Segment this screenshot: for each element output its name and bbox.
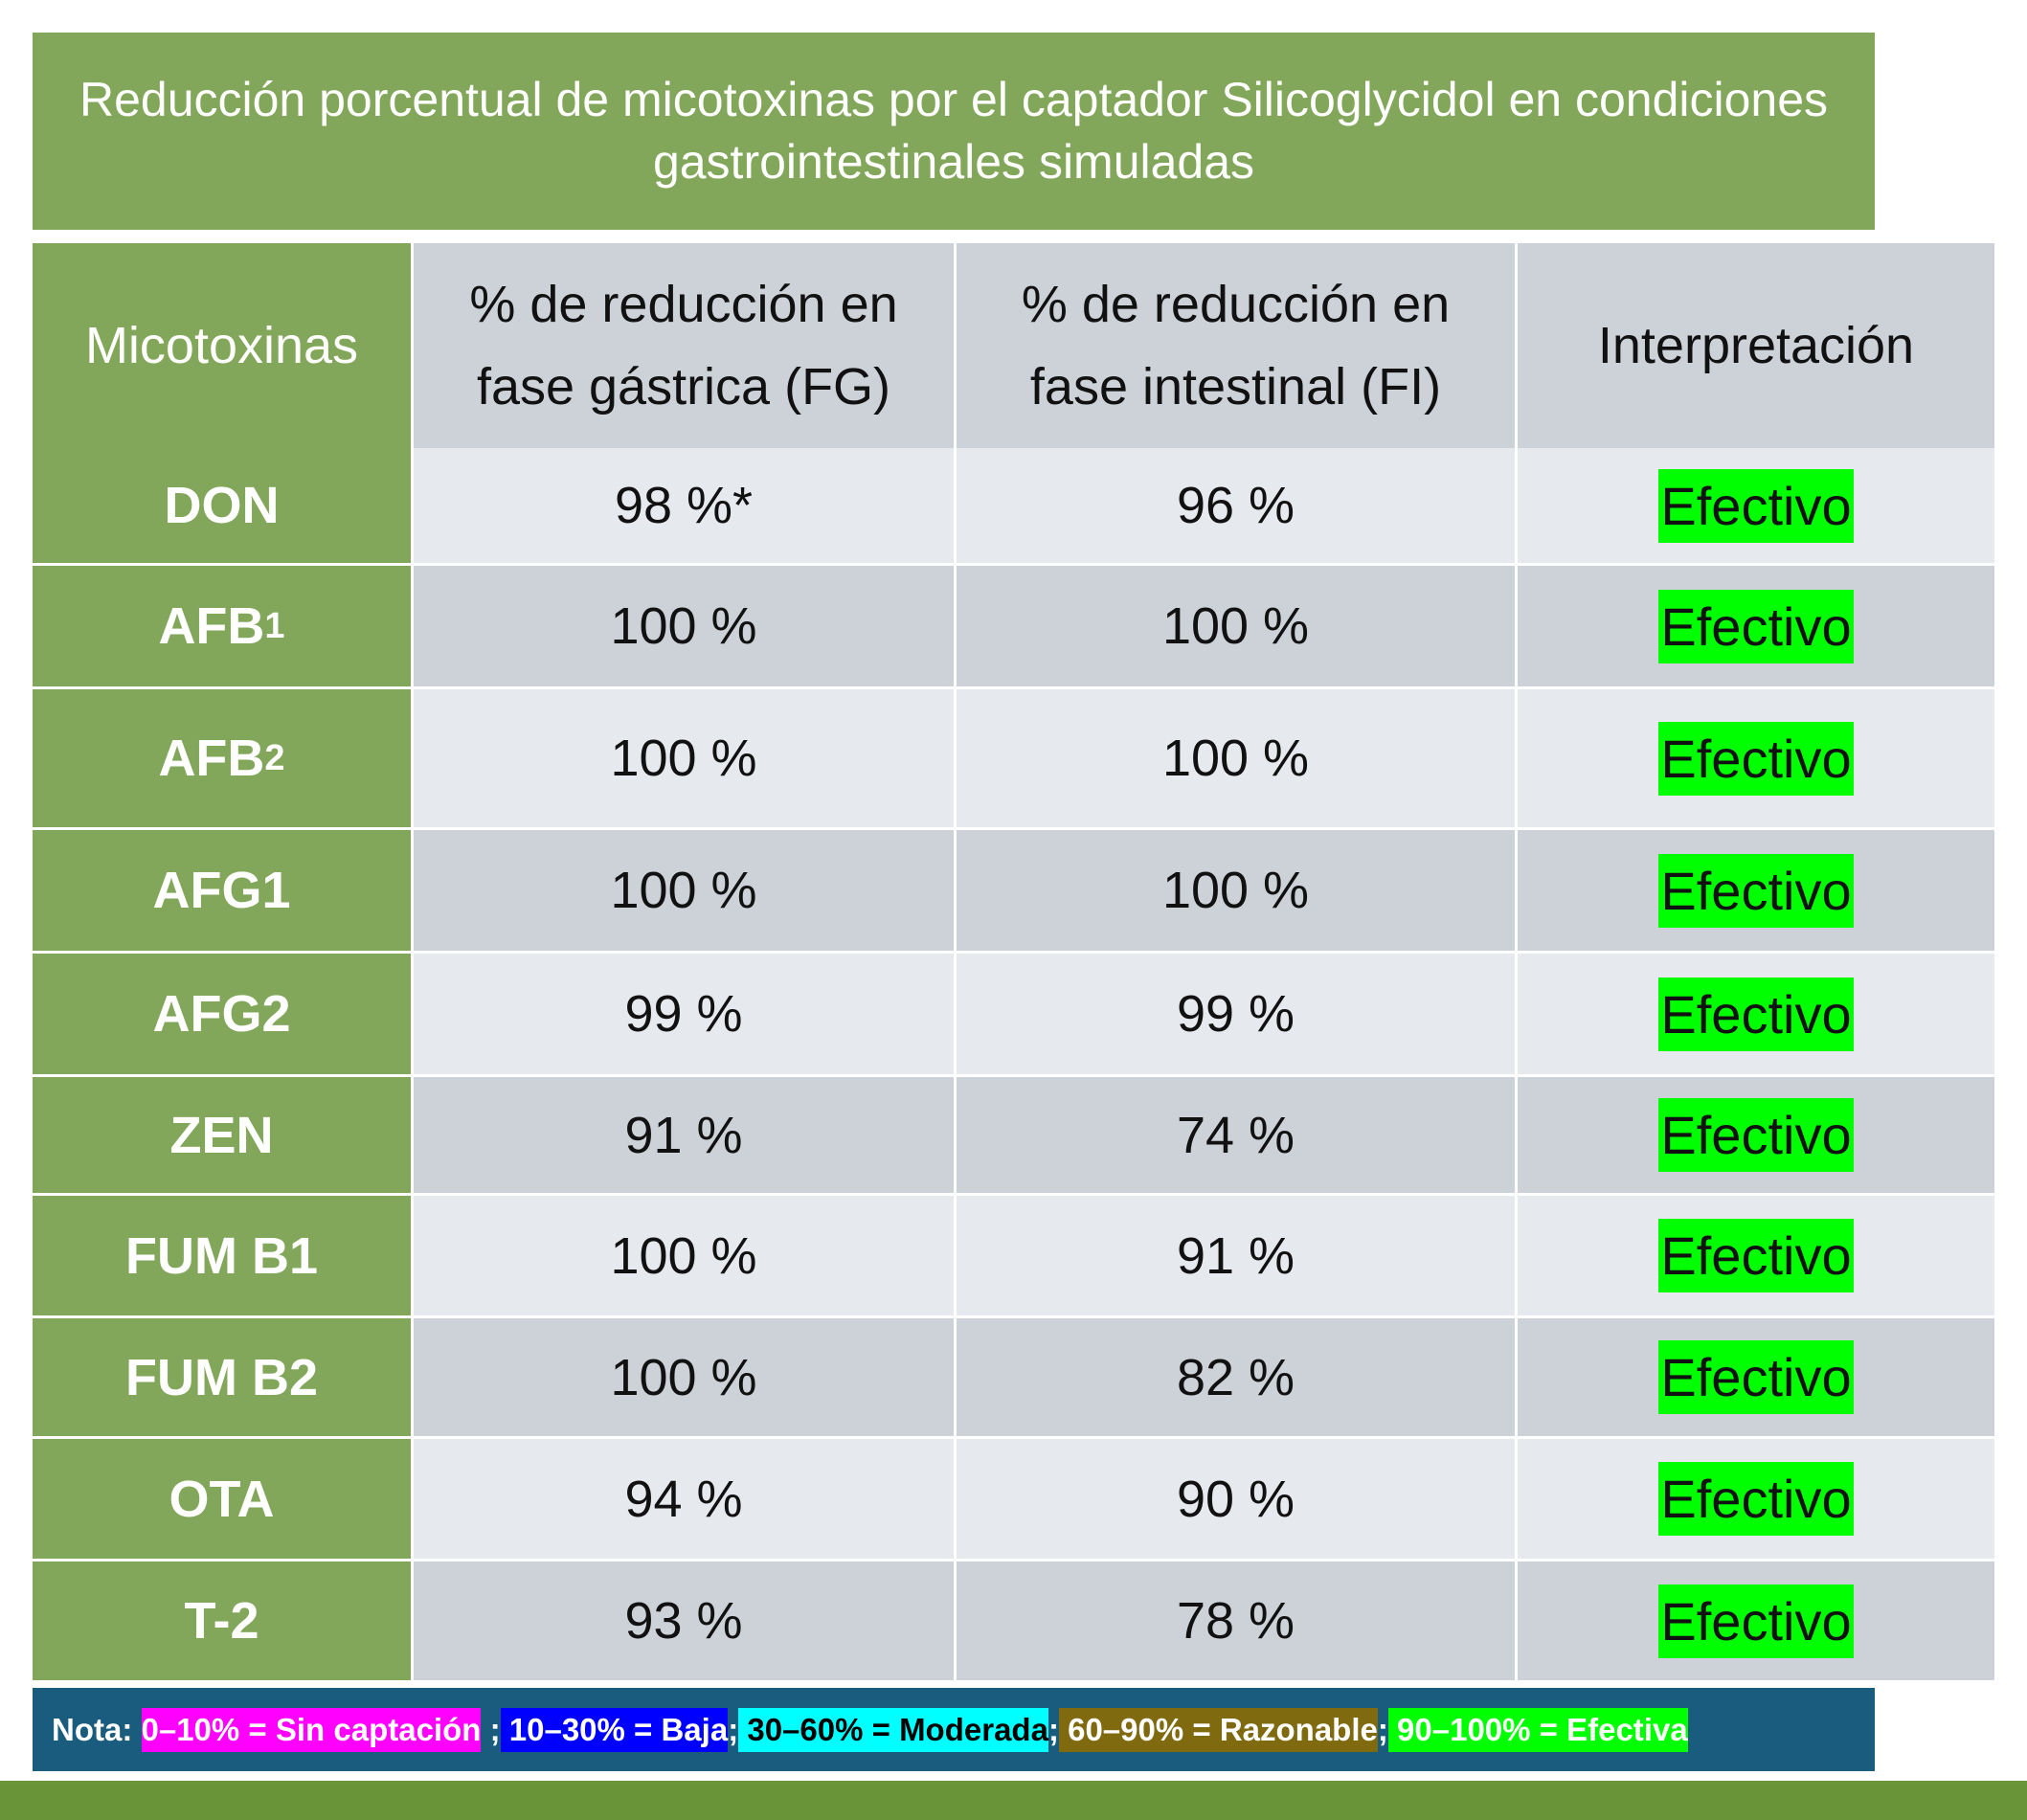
toxin-name: FUM B1 [125,1226,318,1285]
toxin-cell: AFB 2 [33,689,411,827]
interpretation-cell: Efectivo [1518,1318,1994,1436]
toxin-cell: AFB 1 [33,566,411,686]
toxin-name: FUM B2 [125,1348,318,1406]
value-cell: 78 % [957,1562,1515,1680]
value-cell: 96 % [957,448,1515,563]
toxin-name: T-2 [184,1592,259,1650]
interpretation-cell: Efectivo [1518,566,1994,686]
note-part: 0–10% = Sin captación [141,1707,482,1752]
interpretation-cell: Efectivo [1518,954,1994,1074]
value-cell: 100 % [957,830,1515,951]
note-part: ; [728,1711,739,1747]
interpretation-label: Efectivo [1658,1584,1854,1658]
interpretation-label: Efectivo [1658,1098,1854,1172]
interpretation-label: Efectivo [1658,1462,1854,1536]
value-cell: 100 % [414,1196,954,1315]
title: Reducción porcentual de micotoxinas por … [33,33,1875,230]
note-part: 30–60% = Moderada [738,1707,1048,1752]
toxin-cell: AFG1 [33,830,411,951]
interpretation-cell: Efectivo [1518,448,1994,563]
interpretation-label: Efectivo [1658,1340,1854,1414]
toxin-cell: FUM B2 [33,1318,411,1436]
toxin-cell: ZEN [33,1077,411,1193]
toxin-name: DON [164,477,280,534]
toxin-name: ZEN [169,1106,274,1164]
interpretation-cell: Efectivo [1518,689,1994,827]
toxin-name: AFG2 [152,985,291,1043]
toxin-cell: T-2 [33,1562,411,1680]
interpretation-cell: Efectivo [1518,1196,1994,1315]
interpretation-label: Efectivo [1658,853,1854,928]
note: Nota: 0–10% = Sin captación ; 10–30% = B… [33,1688,1875,1771]
value-cell: 94 % [414,1439,954,1559]
note-part: ; [1047,1711,1059,1747]
value-cell: 93 % [414,1562,954,1680]
value-cell: 99 % [957,954,1515,1074]
note-part: 10–30% = Baja [500,1707,729,1752]
toxin-name: AFB [158,597,265,655]
interpretation-label: Efectivo [1658,977,1854,1051]
toxin-cell: AFG2 [33,954,411,1074]
interpretation-cell: Efectivo [1518,1439,1994,1559]
interpretation-cell: Efectivo [1518,830,1994,951]
value-cell: 74 % [957,1077,1515,1193]
note-part: Nota: [52,1711,142,1747]
value-cell: 100 % [414,566,954,686]
toxin-subscript: 2 [264,737,285,778]
toxin-subscript: 1 [264,605,285,646]
interpretation-cell: Efectivo [1518,1562,1994,1680]
note-part: 60–90% = Razonable [1058,1707,1378,1752]
interpretation-label: Efectivo [1658,1219,1854,1292]
value-cell: 99 % [414,954,954,1074]
value-cell: 91 % [414,1077,954,1193]
toxin-name: OTA [169,1470,275,1528]
value-cell: 82 % [957,1318,1515,1436]
toxin-cell: DON [33,448,411,563]
column-header: % de reducción en fase intestinal (FI) [957,243,1515,448]
note-part: ; [1377,1711,1388,1747]
toxin-cell: OTA [33,1439,411,1559]
interpretation-label: Efectivo [1658,721,1854,796]
value-cell: 100 % [414,1318,954,1436]
value-cell: 100 % [414,689,954,827]
note-part: ; [481,1711,501,1747]
value-cell: 100 % [957,689,1515,827]
value-cell: 100 % [414,830,954,951]
value-cell: 98 %* [414,448,954,563]
column-header: Interpretación [1518,243,1994,448]
note-part: 90–100% = Efectiva [1387,1707,1688,1752]
interpretation-label: Efectivo [1658,468,1854,543]
toxin-name: AFB [158,730,265,787]
toxin-name: AFG1 [152,862,291,919]
toxin-cell: FUM B1 [33,1196,411,1315]
footer-bar [0,1781,2027,1820]
value-cell: 100 % [957,566,1515,686]
value-cell: 91 % [957,1196,1515,1315]
interpretation-cell: Efectivo [1518,1077,1994,1193]
value-cell: 90 % [957,1439,1515,1559]
column-header: Micotoxinas [33,243,411,448]
column-header: % de reducción en fase gástrica (FG) [414,243,954,448]
interpretation-label: Efectivo [1658,589,1854,663]
